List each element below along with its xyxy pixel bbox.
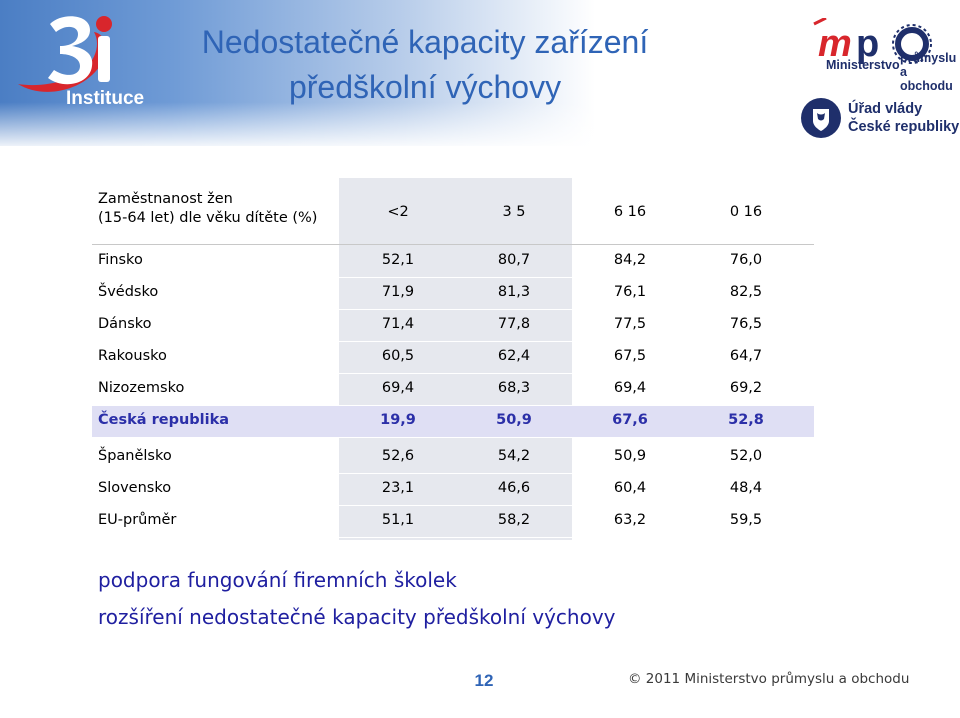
table-row: Španělsko 52,6 54,2 50,9 52,0 [92, 442, 814, 474]
page-number: 12 [474, 671, 494, 690]
table-cell: 67,6 [612, 412, 648, 428]
table-cell: 68,3 [497, 380, 531, 396]
header-label-line-1: Zaměstnanost žen [98, 191, 233, 207]
table-cell: 64,7 [729, 348, 763, 364]
czech-government-emblem-icon [801, 98, 841, 138]
employment-table: Zaměstnanost žen (15-64 let) dle věku dí… [92, 178, 814, 540]
gov-line-2: České republiky [848, 119, 960, 135]
copyright-footer: © 2011 Ministerstvo průmyslu a obchodu [628, 671, 910, 687]
column-header: 0 16 [729, 204, 763, 220]
table-cell: 76,1 [613, 284, 647, 300]
table-header-label: Zaměstnanost žen (15-64 let) dle věku dí… [98, 190, 338, 228]
table-cell: 69,2 [729, 380, 763, 396]
mpo-name-right-2: a obchodu [900, 65, 953, 93]
table-cell: 52,6 [381, 448, 415, 464]
table-cell: 80,7 [497, 252, 531, 268]
table-row: Slovensko 23,1 46,6 60,4 48,4 [92, 474, 814, 506]
table-cell: 60,4 [613, 480, 647, 496]
table-cell: 48,4 [729, 480, 763, 496]
mpo-logo-icon: m p [813, 18, 932, 65]
svg-text:p: p [856, 23, 879, 65]
3i-logo-icon [18, 16, 112, 92]
title-line-2: předškolní výchovy [288, 69, 562, 105]
table-cell: 50,9 [613, 448, 647, 464]
table-cell: 71,9 [381, 284, 415, 300]
page-title: Nedostatečné kapacity zařízení předškoln… [160, 20, 690, 110]
table-cell: 52,1 [381, 252, 415, 268]
header-fade [0, 0, 960, 146]
gov-line-1: Úřad vlády [848, 101, 923, 117]
header-label-line-2: (15-64 let) dle věku dítěte (%) [98, 210, 318, 226]
table-cell: 58,2 [497, 512, 531, 528]
table-cell: 71,4 [381, 316, 415, 332]
logo-caption: Instituce [66, 88, 145, 109]
government-office-label: Úřad vlády České republiky [848, 100, 959, 136]
country-name: Rakousko [98, 348, 167, 364]
table-cell: 81,3 [497, 284, 531, 300]
country-name: Slovensko [98, 480, 172, 496]
table-cell: 60,5 [381, 348, 415, 364]
table-cell: 67,5 [613, 348, 647, 364]
column-header: 6 16 [613, 204, 647, 220]
country-name: Španělsko [98, 448, 172, 464]
table-cell: 52,8 [728, 412, 764, 428]
svg-text:m: m [818, 23, 852, 65]
table-cell: 52,0 [729, 448, 763, 464]
bullet-text-2: rozšíření nedostatečné kapacity předškol… [98, 605, 616, 629]
table-row: Švédsko 71,9 81,3 76,1 82,5 [92, 278, 814, 310]
table-cell: 46,6 [497, 480, 531, 496]
mpo-name-left: Ministerstvo [826, 58, 900, 72]
country-name: Česká republika [98, 412, 230, 428]
bullet-text-1: podpora fungování firemních školek [98, 568, 457, 592]
table-cell: 51,1 [381, 512, 415, 528]
table-cell: 76,0 [729, 252, 763, 268]
column-header: <2 [387, 204, 409, 220]
country-name: Finsko [98, 252, 143, 268]
title-line-1: Nedostatečné kapacity zařízení [201, 24, 649, 60]
table-row: Finsko 52,1 80,7 84,2 76,0 [92, 246, 814, 278]
table-row-highlighted: Česká republika 19,9 50,9 67,6 52,8 [92, 406, 814, 438]
table-row: Dánsko 71,4 77,8 77,5 76,5 [92, 310, 814, 342]
country-name: EU-průměr [98, 512, 177, 528]
country-name: Nizozemsko [98, 380, 185, 396]
country-name: Švédsko [98, 284, 159, 300]
table-cell: 50,9 [496, 412, 532, 428]
column-header: 3 5 [502, 204, 526, 220]
table-cell: 63,2 [613, 512, 647, 528]
country-name: Dánsko [98, 316, 152, 332]
table-cell: 84,2 [613, 252, 647, 268]
table-cell: 62,4 [497, 348, 531, 364]
table-row: EU-průměr 51,1 58,2 63,2 59,5 [92, 506, 814, 538]
table-cell: 69,4 [381, 380, 415, 396]
table-cell: 54,2 [497, 448, 531, 464]
mpo-name-right-1: průmyslu [900, 51, 957, 65]
table-row: Rakousko 60,5 62,4 67,5 64,7 [92, 342, 814, 374]
column-shading [339, 178, 572, 540]
header-divider [92, 244, 814, 245]
table-cell: 77,5 [613, 316, 647, 332]
table-cell: 19,9 [380, 412, 416, 428]
table-cell: 59,5 [729, 512, 763, 528]
table-cell: 76,5 [729, 316, 763, 332]
table-cell: 77,8 [497, 316, 531, 332]
table-cell: 23,1 [381, 480, 415, 496]
table-row: Nizozemsko 69,4 68,3 69,4 69,2 [92, 374, 814, 406]
table-cell: 82,5 [729, 284, 763, 300]
table-cell: 69,4 [613, 380, 647, 396]
